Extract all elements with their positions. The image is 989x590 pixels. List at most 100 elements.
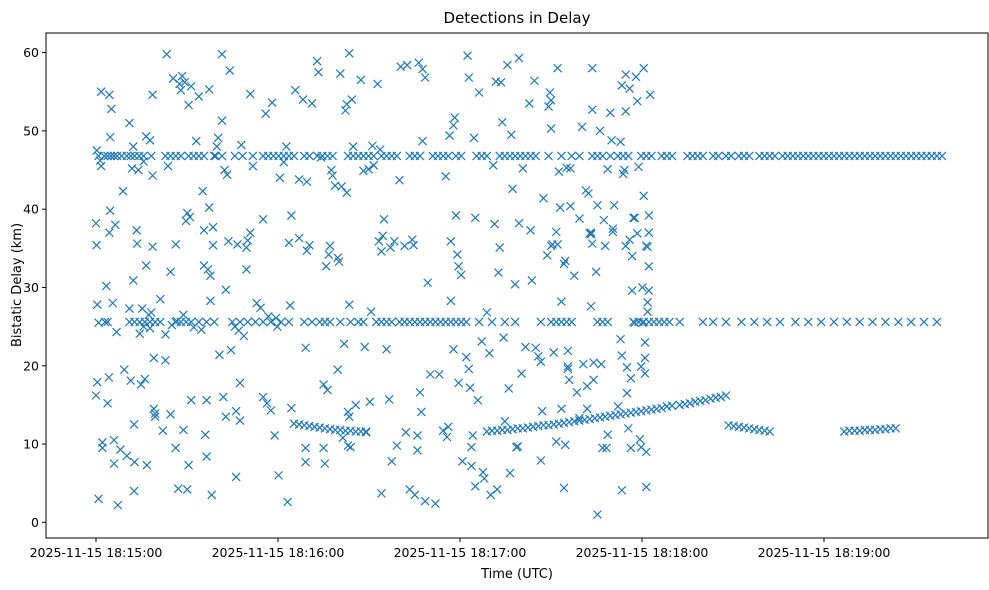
data-point xyxy=(182,485,192,494)
data-point xyxy=(473,395,483,405)
data-point xyxy=(536,357,546,367)
data-point xyxy=(454,378,463,388)
data-point xyxy=(235,416,245,425)
data-point xyxy=(238,151,247,161)
y-tick-label: 0 xyxy=(31,515,39,530)
data-point xyxy=(140,374,150,384)
data-point xyxy=(347,95,357,104)
data-point xyxy=(221,285,231,295)
data-point xyxy=(716,392,726,402)
data-point xyxy=(267,98,277,108)
data-point xyxy=(603,164,613,174)
data-point xyxy=(721,317,731,327)
data-point xyxy=(194,91,204,101)
data-point xyxy=(518,164,528,173)
data-point xyxy=(272,322,282,332)
data-point xyxy=(366,307,376,317)
data-point xyxy=(136,380,146,389)
data-point xyxy=(770,151,780,161)
data-point xyxy=(510,279,520,289)
data-point xyxy=(251,317,260,327)
data-point xyxy=(387,456,397,466)
data-point xyxy=(634,162,643,172)
data-point xyxy=(91,391,101,400)
data-point xyxy=(559,483,569,493)
data-point xyxy=(536,456,546,465)
data-point xyxy=(486,490,496,500)
data-point xyxy=(230,151,240,161)
data-point xyxy=(166,409,175,419)
data-point xyxy=(584,189,593,198)
data-point xyxy=(110,220,120,230)
data-point xyxy=(503,60,512,70)
data-point xyxy=(643,242,652,252)
data-point xyxy=(644,211,654,220)
data-point xyxy=(575,151,584,161)
y-tick-label: 40 xyxy=(23,202,39,217)
data-point xyxy=(206,296,215,306)
y-axis-label: Bistatic Delay (km) xyxy=(10,223,25,347)
data-point xyxy=(442,432,452,442)
data-point xyxy=(189,322,199,332)
data-point xyxy=(496,77,506,87)
data-point xyxy=(622,362,632,372)
data-point xyxy=(243,236,253,245)
data-point xyxy=(667,401,677,411)
data-point xyxy=(470,213,480,223)
data-point xyxy=(227,317,237,327)
data-point xyxy=(231,472,241,482)
data-point xyxy=(587,239,597,249)
data-point xyxy=(368,141,377,151)
data-point xyxy=(334,257,344,267)
data-point xyxy=(328,151,337,161)
data-point xyxy=(239,331,249,341)
data-point xyxy=(816,317,826,327)
data-point xyxy=(212,142,222,151)
data-point xyxy=(434,369,444,379)
data-point xyxy=(148,171,157,180)
data-point xyxy=(161,330,170,339)
data-point xyxy=(258,392,268,402)
data-point xyxy=(401,427,411,437)
data-point xyxy=(146,151,156,161)
data-point xyxy=(425,369,435,379)
data-point xyxy=(96,87,106,97)
data-point xyxy=(100,317,110,327)
data-point xyxy=(647,151,656,161)
data-point xyxy=(461,317,471,327)
data-point xyxy=(737,317,746,327)
data-point xyxy=(749,317,759,327)
data-point xyxy=(553,239,562,249)
data-point xyxy=(791,317,800,327)
data-point xyxy=(298,95,308,104)
data-point xyxy=(544,102,553,112)
data-point xyxy=(182,208,192,218)
data-point xyxy=(559,259,569,269)
data-point xyxy=(575,413,584,423)
data-point xyxy=(290,85,300,95)
data-point xyxy=(504,384,514,393)
data-point xyxy=(392,441,402,451)
data-point xyxy=(142,460,152,470)
data-point xyxy=(551,227,561,237)
data-point xyxy=(132,239,142,249)
data-point xyxy=(613,402,623,411)
y-tick-label: 20 xyxy=(23,358,39,373)
data-point xyxy=(467,461,476,471)
data-point xyxy=(107,104,116,114)
data-point xyxy=(105,206,115,216)
data-point xyxy=(546,95,556,105)
data-point xyxy=(377,488,386,498)
data-point xyxy=(449,120,458,130)
data-point xyxy=(469,133,479,143)
x-tick-label: 2025-11-15 18:15:00 xyxy=(30,545,163,560)
data-point xyxy=(312,56,322,66)
data-point xyxy=(598,443,607,453)
data-point xyxy=(200,430,210,440)
data-point xyxy=(92,146,102,155)
data-point xyxy=(204,84,214,94)
data-point xyxy=(294,174,304,184)
data-point xyxy=(572,387,582,397)
data-point xyxy=(551,437,561,447)
